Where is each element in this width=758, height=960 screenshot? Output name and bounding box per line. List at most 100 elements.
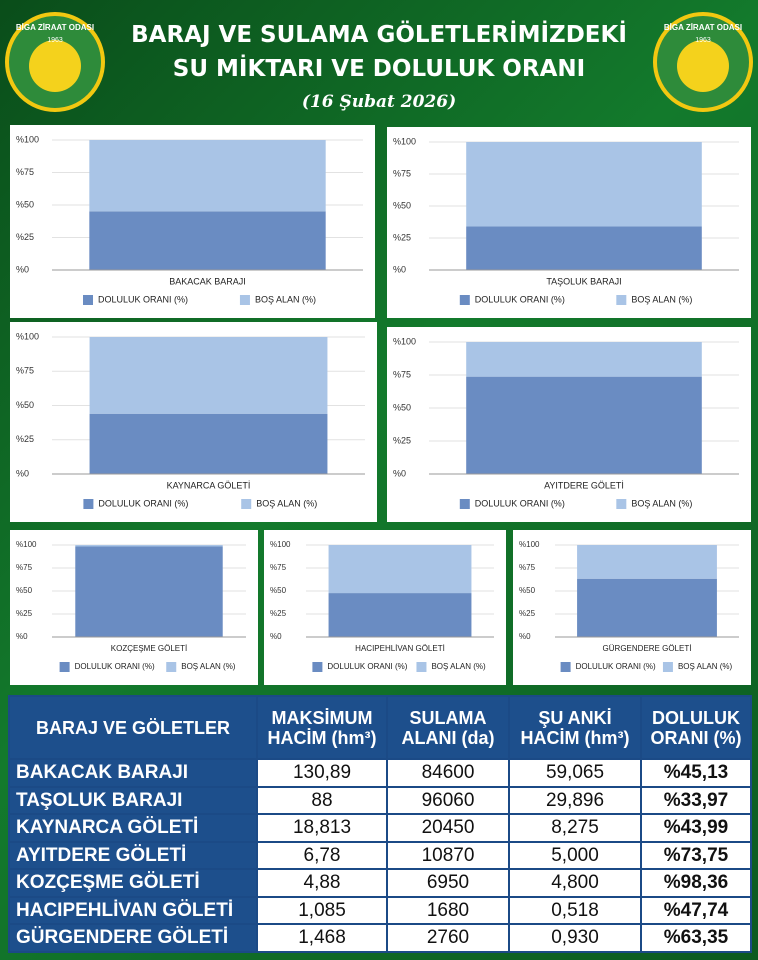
title-line-1: BARAJ VE SULAMA GÖLETLERİMİZDEKİ bbox=[131, 22, 627, 48]
legend-label: BOŞ ALAN (%) bbox=[181, 662, 236, 671]
y-tick-label: %100 bbox=[16, 331, 39, 341]
table-row: TAŞOLUK BARAJI 88 96060 29,896 %33,97 bbox=[8, 785, 752, 816]
y-tick-label: %100 bbox=[16, 540, 37, 549]
title-line-2: SU MİKTARI VE DOLULUK ORANI bbox=[172, 56, 586, 82]
y-tick-label: %50 bbox=[16, 400, 34, 410]
y-tick-label: %0 bbox=[16, 468, 29, 478]
header-cell: SULAMA ALANI (da) bbox=[386, 694, 510, 761]
table-cell: 1,468 bbox=[256, 923, 388, 953]
x-tick-label: GÜRGENDERE GÖLETİ bbox=[603, 644, 692, 653]
charts-layer: BİGA ZİRAAT ODASI 1963 BİGA ZİRAAT ODASI… bbox=[5, 12, 753, 672]
summary-table: BARAJ VE GÖLETLER MAKSİMUM HACİM (hm³) SUL… bbox=[8, 694, 752, 953]
table-cell: 20450 bbox=[386, 813, 510, 843]
bar-segment bbox=[328, 593, 472, 637]
legend-swatch bbox=[83, 295, 93, 305]
legend-label: DOLULUK ORANI (%) bbox=[327, 662, 407, 671]
table-cell: %63,35 bbox=[640, 923, 752, 953]
table-cell: 6,78 bbox=[256, 840, 388, 871]
legend-swatch bbox=[241, 499, 252, 509]
bar-segment bbox=[75, 546, 223, 637]
legend-swatch bbox=[459, 499, 470, 509]
y-tick-label: %50 bbox=[519, 586, 536, 595]
y-tick-label: %50 bbox=[16, 199, 34, 209]
y-tick-label: %75 bbox=[16, 563, 33, 572]
y-tick-label: %0 bbox=[270, 632, 282, 641]
legend-swatch bbox=[616, 499, 627, 509]
row-name: GÜRGENDERE GÖLETİ bbox=[8, 923, 258, 953]
header-cell: DOLULUK ORANI (%) bbox=[640, 694, 752, 761]
legend-swatch bbox=[83, 499, 94, 509]
bar-segment bbox=[328, 545, 472, 594]
table-cell: %47,74 bbox=[640, 895, 752, 926]
y-tick-label: %100 bbox=[393, 336, 416, 346]
y-tick-label: %100 bbox=[519, 540, 540, 549]
logo-text: BİGA ZİRAAT ODASI bbox=[664, 23, 742, 32]
legend-label: DOLULUK ORANI (%) bbox=[576, 662, 656, 671]
y-tick-label: %100 bbox=[16, 134, 39, 144]
y-tick-label: %50 bbox=[393, 200, 411, 210]
table-cell: 2760 bbox=[386, 923, 510, 953]
y-tick-label: %75 bbox=[16, 366, 34, 376]
bar-segment bbox=[466, 226, 702, 270]
table-cell: 88 bbox=[256, 785, 388, 816]
y-tick-label: %25 bbox=[393, 435, 411, 445]
date: (16 Şubat 2026) bbox=[301, 92, 457, 112]
logo-year: 1963 bbox=[47, 37, 63, 44]
legend-label: DOLULUK ORANI (%) bbox=[475, 294, 565, 304]
table-cell: %33,97 bbox=[640, 785, 752, 816]
y-tick-label: %50 bbox=[270, 586, 287, 595]
legend-label: DOLULUK ORANI (%) bbox=[98, 294, 188, 304]
row-name: AYITDERE GÖLETİ bbox=[8, 840, 258, 871]
table-cell: 6950 bbox=[386, 868, 510, 898]
x-tick-label: HACIPEHLİVAN GÖLETİ bbox=[355, 644, 445, 653]
table-cell: 8,275 bbox=[508, 813, 642, 843]
table-cell: 130,89 bbox=[256, 758, 388, 788]
logo-sun bbox=[677, 40, 729, 92]
table-cell: 4,800 bbox=[508, 868, 642, 898]
table-cell: %43,99 bbox=[640, 813, 752, 843]
y-tick-label: %25 bbox=[16, 434, 34, 444]
y-tick-label: %25 bbox=[16, 232, 34, 242]
legend-label: BOŞ ALAN (%) bbox=[255, 294, 316, 304]
logo-year: 1963 bbox=[695, 37, 711, 44]
row-name: HACIPEHLİVAN GÖLETİ bbox=[8, 895, 258, 926]
y-tick-label: %0 bbox=[16, 264, 29, 274]
row-name: KOZÇEŞME GÖLETİ bbox=[8, 868, 258, 898]
table-cell: %98,36 bbox=[640, 868, 752, 898]
x-tick-label: KAYNARCA GÖLETİ bbox=[167, 480, 251, 490]
y-tick-label: %75 bbox=[393, 369, 411, 379]
y-tick-label: %25 bbox=[393, 232, 411, 242]
y-tick-label: %0 bbox=[393, 264, 406, 274]
bar-segment bbox=[89, 140, 326, 212]
table-row: KOZÇEŞME GÖLETİ 4,88 6950 4,800 %98,36 bbox=[8, 868, 752, 898]
table-cell: 1,085 bbox=[256, 895, 388, 926]
row-name: TAŞOLUK BARAJI bbox=[8, 785, 258, 816]
header-cell: ŞU ANKİ HACİM (hm³) bbox=[508, 694, 642, 761]
y-tick-label: %75 bbox=[270, 563, 287, 572]
legend-swatch bbox=[239, 295, 250, 305]
legend-label: BOŞ ALAN (%) bbox=[631, 294, 692, 304]
row-name: KAYNARCA GÖLETİ bbox=[8, 813, 258, 843]
header-row: BARAJ VE GÖLETLER MAKSİMUM HACİM (hm³) SUL… bbox=[8, 694, 752, 761]
table-cell: 96060 bbox=[386, 785, 510, 816]
logo-right: BİGA ZİRAAT ODASI 1963 bbox=[653, 12, 753, 112]
table-cell: 29,896 bbox=[508, 785, 642, 816]
logo-text: BİGA ZİRAAT ODASI bbox=[16, 23, 94, 32]
table-row: BAKACAK BARAJI 130,89 84600 59,065 %45,13 bbox=[8, 758, 752, 788]
legend-swatch bbox=[662, 662, 673, 672]
bar-segment bbox=[577, 545, 717, 579]
y-tick-label: %100 bbox=[270, 540, 291, 549]
x-tick-label: TAŞOLUK BARAJI bbox=[546, 276, 621, 286]
bar-segment bbox=[466, 376, 702, 474]
table-cell: 4,88 bbox=[256, 868, 388, 898]
y-tick-label: %0 bbox=[16, 632, 28, 641]
header-cell: BARAJ VE GÖLETLER bbox=[8, 694, 258, 761]
legend-swatch bbox=[59, 662, 70, 672]
row-name: BAKACAK BARAJI bbox=[8, 758, 258, 788]
table-row: AYITDERE GÖLETİ 6,78 10870 5,000 %73,75 bbox=[8, 840, 752, 871]
table-cell: 84600 bbox=[386, 758, 510, 788]
x-tick-label: BAKACAK BARAJI bbox=[169, 276, 246, 286]
table-cell: 5,000 bbox=[508, 840, 642, 871]
header-cell: MAKSİMUM HACİM (hm³) bbox=[256, 694, 388, 761]
table-row: KAYNARCA GÖLETİ 18,813 20450 8,275 %43,99 bbox=[8, 813, 752, 843]
